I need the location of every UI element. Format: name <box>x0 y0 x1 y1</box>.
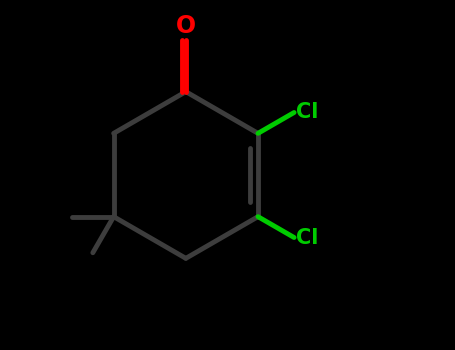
Text: O: O <box>176 14 196 38</box>
Text: Cl: Cl <box>296 103 318 122</box>
Text: Cl: Cl <box>296 228 318 247</box>
